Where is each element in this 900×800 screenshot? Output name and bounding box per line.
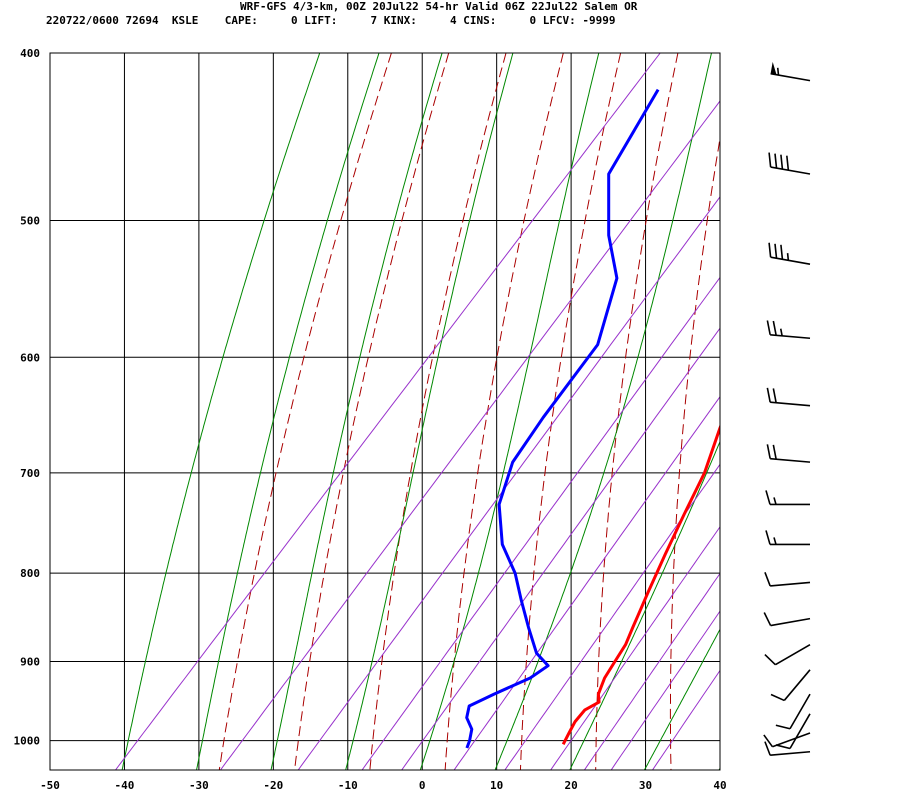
y-tick-label: 600 [20, 351, 40, 364]
mixing-ratio-line [550, 525, 720, 770]
x-tick-label: -30 [189, 779, 209, 792]
dewpoint-line [465, 88, 660, 749]
y-tick-label: 500 [20, 214, 40, 227]
plot-frame [49, 52, 721, 771]
moist-adiabat [569, 440, 720, 770]
y-tick-label: 700 [20, 467, 40, 480]
y-tick-label: 800 [20, 567, 40, 580]
dry-adiabat [881, 53, 900, 774]
x-tick-label: -40 [115, 779, 135, 792]
mixing-ratio-line [115, 53, 661, 770]
moist-adiabat [121, 53, 321, 770]
wind-barb [766, 320, 811, 340]
wind-barb [763, 612, 811, 627]
mixing-ratio-line [297, 196, 720, 770]
dry-adiabat [669, 135, 720, 770]
wind-barb [768, 152, 811, 175]
y-tick-label: 900 [20, 656, 40, 669]
dry-adiabat [519, 53, 622, 770]
y-tick-label: 400 [20, 47, 40, 60]
wind-barb [775, 693, 811, 730]
moist-adiabat [419, 53, 600, 770]
dry-adiabat [595, 53, 679, 770]
wind-barb [763, 732, 811, 748]
wind-barb [768, 242, 811, 265]
mixing-ratio-line [453, 395, 720, 770]
x-tick-label: 30 [639, 779, 652, 792]
mixing-ratio-line [220, 100, 720, 770]
moist-adiabat [643, 628, 720, 770]
y-tick-label: 1000 [14, 735, 41, 748]
wind-barb [770, 61, 811, 82]
sounding-series [465, 88, 720, 749]
wind-barb [764, 572, 811, 587]
dry-adiabat [218, 53, 392, 770]
wind-barb [765, 530, 810, 546]
moist-adiabat [718, 767, 720, 770]
x-tick-label: -50 [40, 779, 60, 792]
wind-barb [770, 669, 811, 702]
mixing-ratio-line [610, 610, 720, 770]
sounding-info-line: 220722/0600 72694 KSLE CAPE: 0 LIFT: 7 K… [46, 14, 616, 27]
x-tick-label: -20 [263, 779, 283, 792]
moist-adiabat [195, 53, 380, 770]
adiabat-lines [115, 53, 900, 774]
mixing-ratio-line [652, 669, 720, 770]
mixing-ratio-line [583, 572, 720, 770]
dry-adiabat [444, 53, 564, 770]
moist-adiabat [494, 53, 712, 770]
dry-adiabat [294, 53, 450, 770]
x-tick-label: 0 [419, 779, 426, 792]
chart-title: WRF-GFS 4/3-km, 00Z 20Jul22 54-hr Valid … [240, 0, 638, 13]
mixing-ratio-line [361, 276, 720, 770]
wind-barb [764, 741, 811, 757]
wind-barbs [763, 61, 811, 757]
dry-adiabat [813, 53, 850, 774]
temperature-line [561, 423, 720, 745]
axis-labels: -50 -40 -30 -20 -10 0 10 20 30 40 400 500 600 700 800 9… [14, 47, 727, 792]
wind-barb [775, 713, 811, 750]
mixing-ratio-line [504, 463, 720, 770]
wind-barb [766, 444, 811, 463]
dry-adiabat [369, 53, 507, 770]
x-tick-label: -10 [338, 779, 358, 792]
x-tick-label: 10 [490, 779, 503, 792]
mixing-ratio-line [401, 327, 720, 770]
x-tick-label: 20 [564, 779, 577, 792]
grid [50, 52, 721, 770]
dry-adiabat [743, 53, 793, 774]
moist-adiabat [270, 53, 443, 770]
wind-barb [764, 643, 811, 666]
moist-adiabat [345, 53, 514, 770]
wind-barb [765, 490, 810, 506]
wind-barb [766, 387, 811, 407]
x-tick-label: 40 [713, 779, 726, 792]
